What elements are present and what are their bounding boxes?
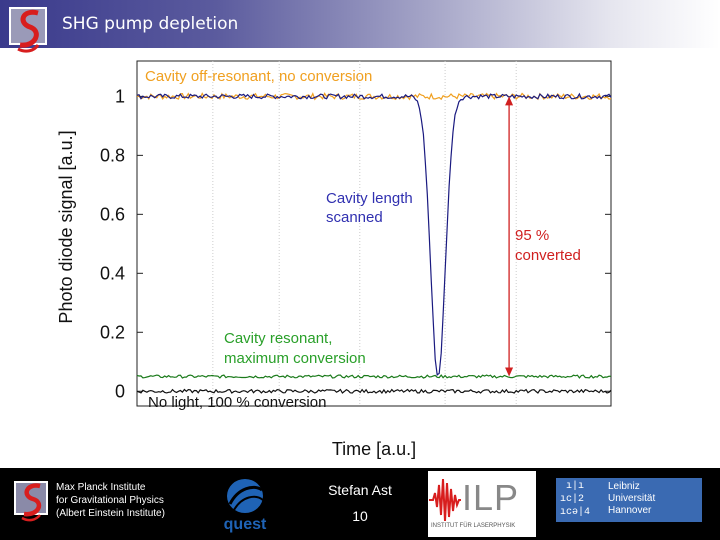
y-tick-label-3: 0.6 [100,204,125,224]
y-axis-label: Photo diode signal [a.u.] [56,130,76,323]
quest-logo-icon: quest [216,474,274,534]
annotation-off-resonant: Cavity off-resonant, no conversion [145,68,372,85]
luh-logo: ı|ı ıc|2 ıcə|4 Leibniz Universität Hannove… [556,478,702,522]
institute-line2: for Gravitational Physics [56,495,164,506]
y-tick-label-0: 0 [115,381,125,401]
series-line-3 [136,388,612,395]
series-line-1 [136,92,612,377]
slide-header: SHG pump depletion [0,0,720,53]
institute-line1: Max Planck Institute [56,482,146,493]
annotation-scanned-line1: Cavity length [326,190,413,207]
data-series [136,92,612,395]
institute-line3: (Albert Einstein Institute) [56,508,165,519]
ilp-subtitle: INSTITUT FÜR LASERPHYSIK [431,523,516,529]
plot-frame [136,60,612,407]
quest-label: quest [224,516,267,533]
luh-line2: Universität [608,493,656,504]
annotation-converted-line2: converted [515,247,581,264]
x-axis-label: Time [a.u.] [332,439,416,459]
ilp-logo: ILP INSTITUT FÜR LASERPHYSIK [428,471,536,537]
aei-logo-icon [9,7,47,53]
luh-line3: Hannover [608,505,652,516]
y-axis-ticks: 0 0.2 0.4 0.6 0.8 1 [100,86,611,401]
annotation-resonant-line1: Cavity resonant, [224,330,332,347]
y-tick-label-2: 0.4 [100,263,125,283]
ilp-label: ILP [462,477,520,518]
y-tick-label-4: 0.8 [100,145,125,165]
grid-lines [212,61,517,406]
annotation-no-light: No light, 100 % conversion [148,394,326,411]
y-tick-label-5: 1 [115,86,125,106]
conversion-arrow-head-top [505,96,514,106]
pump-depletion-chart: 0 0.2 0.4 0.6 0.8 1 Cavity off-resonant, no c… [56,60,612,459]
series-line-2 [136,374,612,379]
luh-line1: Leibniz [608,481,640,492]
chart-area: 0 0.2 0.4 0.6 0.8 1 Cavity off-resonant, no c… [50,56,620,464]
mpi-logo-icon [14,481,48,522]
luh-name: Leibniz Universität Hannover [608,481,655,517]
conversion-arrow-head-bottom [505,367,514,377]
slide-title: SHG pump depletion [62,14,239,34]
page-number: 10 [352,508,368,524]
ilp-wave-icon [429,478,461,522]
y-tick-label-1: 0.2 [100,322,125,342]
annotation-converted-line1: 95 % [515,227,549,244]
institute-name: Max Planck Institute for Gravitational P… [56,481,165,520]
slide-footer: Max Planck Institute for Gravitational P… [0,468,720,540]
speaker-name: Stefan Ast [328,482,392,498]
luh-mark-icon: ı|ı ıc|2 ıcə|4 [560,481,591,518]
annotation-resonant-line2: maximum conversion [224,350,366,367]
annotation-scanned-line2: scanned [326,209,383,226]
